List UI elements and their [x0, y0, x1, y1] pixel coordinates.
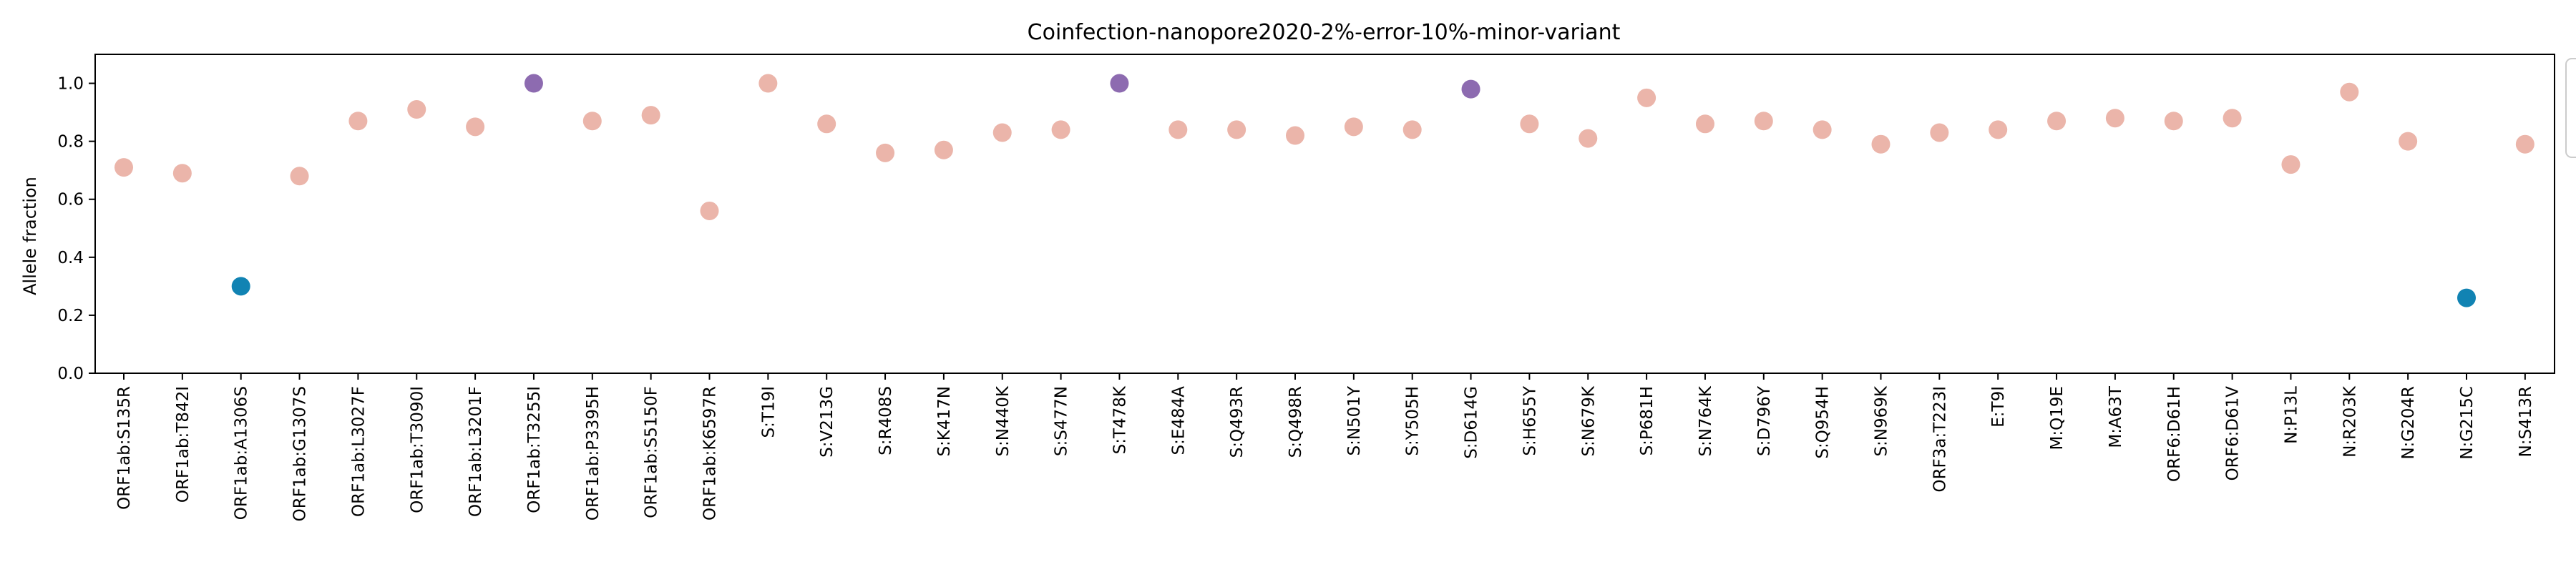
- x-tick-label: S:P681H: [1638, 386, 1657, 455]
- data-point: [231, 277, 250, 296]
- data-point: [1286, 126, 1304, 145]
- data-point: [1637, 88, 1657, 107]
- x-tick-label: ORF1ab:L3027F: [349, 386, 368, 517]
- x-tick-label: S:N679K: [1579, 385, 1598, 456]
- y-tick-label: 0.2: [57, 307, 84, 325]
- data-point: [758, 74, 778, 93]
- x-tick-label: S:H655Y: [1521, 385, 1539, 456]
- x-tick-label: ORF1ab:K6597R: [701, 386, 720, 521]
- x-tick-label: M:Q19E: [2048, 386, 2067, 450]
- data-point: [1989, 120, 2008, 139]
- y-tick-label: 0.4: [57, 249, 84, 267]
- x-tick-label: N:R203K: [2341, 385, 2359, 458]
- x-tick-label: S:D796Y: [1755, 385, 1774, 456]
- data-points: [114, 74, 2534, 307]
- data-point: [1344, 117, 1363, 137]
- x-tick-label: S:T478K: [1111, 385, 1129, 454]
- data-point: [290, 167, 309, 186]
- data-point: [876, 143, 895, 162]
- y-tick-label: 0.6: [57, 191, 84, 209]
- data-point: [1871, 134, 1890, 154]
- x-tick-label: ORF1ab:L3201F: [467, 386, 485, 517]
- x-tick-label: ORF1ab:P3395H: [584, 386, 602, 521]
- x-tick-label: ORF1ab:T3255I: [525, 386, 544, 513]
- x-tick-label: S:V213G: [818, 386, 836, 458]
- data-point: [1754, 112, 1773, 131]
- x-tick-label: ORF1ab:T842I: [174, 386, 192, 503]
- x-tick-label: ORF1ab:S5150F: [643, 386, 661, 518]
- x-tick-label: S:E484A: [1169, 386, 1188, 455]
- data-point: [1227, 120, 1246, 139]
- x-tick-label: S:N440K: [994, 385, 1013, 456]
- x-tick-label: S:T19I: [759, 386, 778, 438]
- x-tick-label: S:Q493R: [1228, 386, 1246, 458]
- data-point: [1695, 114, 1714, 134]
- x-tick-label: N:S413R: [2517, 386, 2535, 457]
- chart-title: Coinfection-nanopore2020-2%-error-10%-mi…: [1028, 20, 1621, 45]
- data-point: [2340, 82, 2359, 102]
- data-point: [1930, 123, 1949, 142]
- data-point: [641, 106, 660, 125]
- data-point: [1461, 79, 1480, 99]
- x-tick-label: S:D614G: [1463, 386, 1481, 459]
- plot-frame: [94, 54, 2555, 374]
- y-tick-label: 1.0: [57, 75, 84, 94]
- x-tick-label: S:N969K: [1873, 385, 1891, 456]
- x-tick-label: S:N764K: [1697, 385, 1715, 456]
- data-point: [114, 158, 133, 177]
- data-point: [1402, 120, 1422, 139]
- data-point: [1051, 120, 1070, 139]
- data-point: [934, 140, 953, 159]
- x-tick-label: S:K417N: [935, 386, 954, 457]
- data-point: [1110, 74, 1129, 93]
- data-point: [466, 117, 485, 137]
- x-tick-label: ORF6:D61H: [2165, 386, 2184, 482]
- data-point: [1520, 114, 1539, 134]
- x-tick-label: S:R408S: [877, 386, 895, 455]
- x-tick-label: S:N501Y: [1345, 385, 1364, 455]
- data-point: [1579, 129, 1598, 148]
- data-point: [2223, 109, 2242, 128]
- x-tick-label: E:T9I: [1989, 386, 2008, 428]
- x-tick-label: N:P13L: [2282, 386, 2301, 444]
- x-tick-label: S:S477N: [1053, 386, 1071, 456]
- y-axis-label: Allele fraction: [20, 177, 40, 295]
- data-point: [172, 164, 192, 183]
- data-point: [407, 100, 426, 119]
- data-point: [1813, 120, 1832, 139]
- legend-box: [2565, 58, 2576, 158]
- data-point: [2047, 112, 2067, 131]
- x-tick-label: ORF1ab:G1307S: [291, 386, 310, 521]
- x-tick-label: ORF1ab:A1306S: [233, 386, 251, 520]
- data-point: [1169, 120, 1188, 139]
- x-tick-label: S:Y505H: [1404, 386, 1423, 456]
- data-point: [2281, 155, 2301, 174]
- x-tick-label: N:G215C: [2458, 386, 2477, 460]
- data-point: [582, 112, 602, 131]
- data-point: [524, 74, 543, 93]
- y-axis: 0.0 0.2 0.4 0.6 0.8 1.0: [57, 75, 95, 383]
- x-tick-label: S:Q498R: [1287, 386, 1305, 458]
- data-point: [2164, 112, 2183, 131]
- x-tick-label: S:Q954H: [1814, 386, 1833, 459]
- data-point: [992, 123, 1012, 142]
- data-point: [348, 112, 368, 131]
- x-axis: ORF1ab:S135R ORF1ab:T842I ORF1ab:A1306S ORF…: [115, 373, 2535, 521]
- y-tick-label: 0.8: [57, 133, 84, 152]
- x-tick-label: ORF3a:T223I: [1931, 386, 1949, 493]
- data-point: [2457, 288, 2476, 307]
- x-tick-label: ORF1ab:T3090I: [408, 386, 426, 513]
- x-tick-label: ORF6:D61V: [2224, 386, 2243, 481]
- data-point: [2105, 109, 2124, 128]
- x-tick-label: N:G204R: [2399, 386, 2418, 460]
- data-point: [2515, 134, 2534, 154]
- x-tick-label: M:A63T: [2107, 385, 2125, 448]
- data-point: [817, 114, 836, 134]
- y-tick-label: 0.0: [57, 365, 84, 383]
- data-point: [700, 201, 719, 220]
- x-tick-label: ORF1ab:S135R: [115, 386, 134, 510]
- data-point: [2399, 132, 2418, 151]
